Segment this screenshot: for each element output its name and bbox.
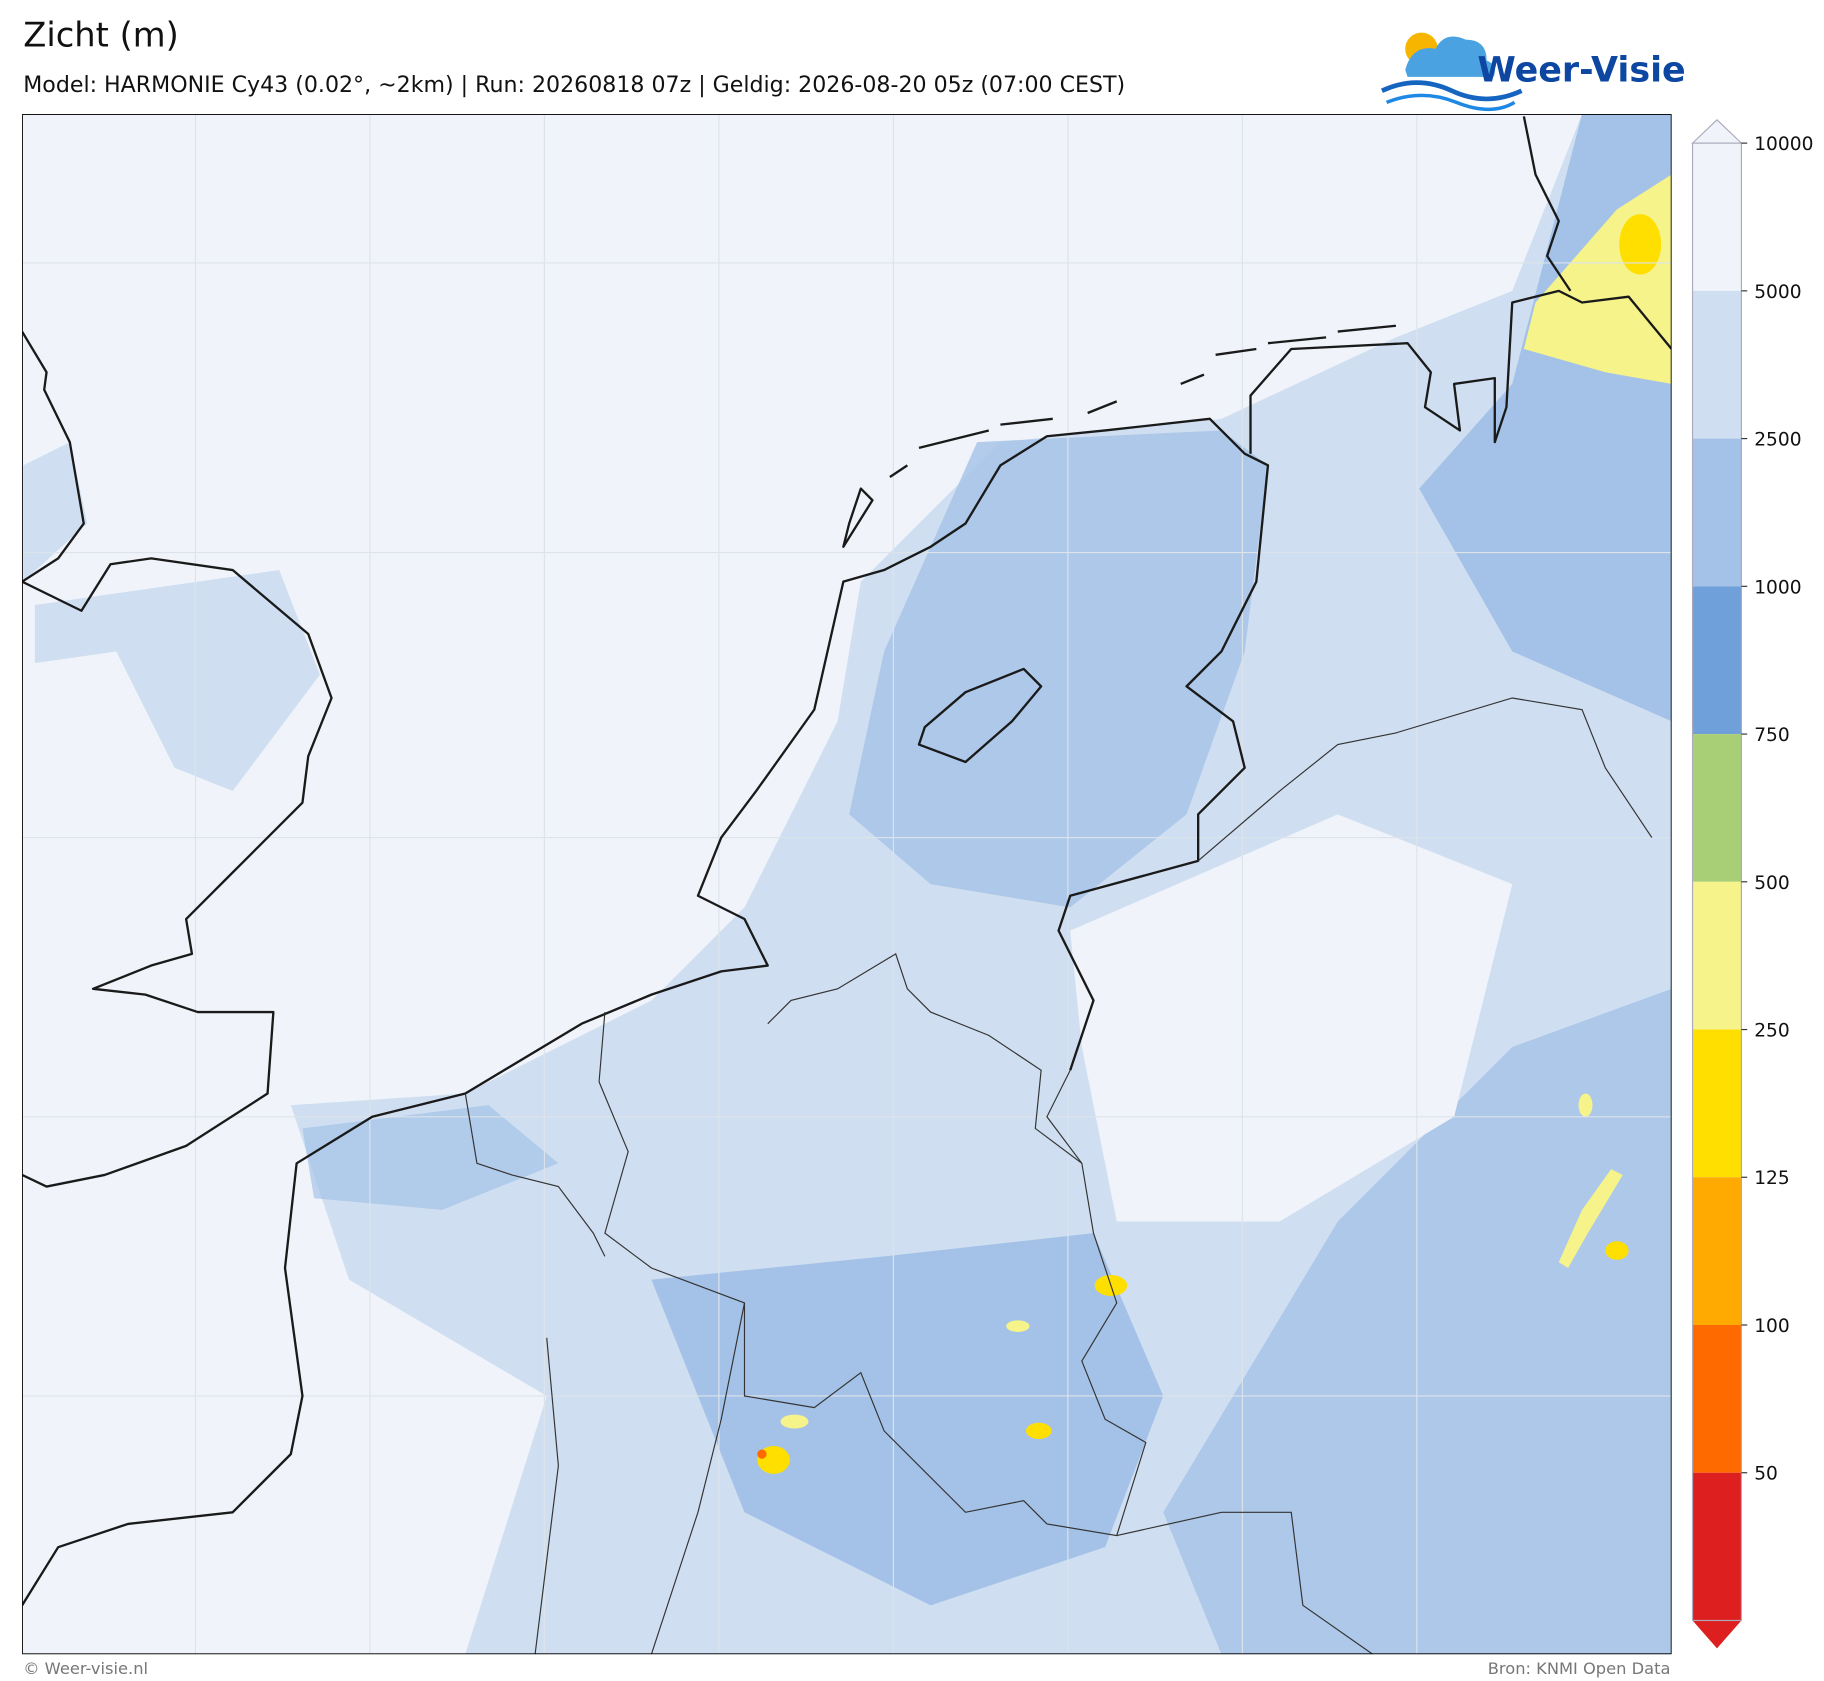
logo: Weer-Visie <box>1380 32 1686 112</box>
subtitle: Model: HARMONIE Cy43 (0.02°, ~2km) | Run… <box>23 72 1125 98</box>
colorbar-band <box>1692 586 1742 735</box>
colorbar-band <box>1692 438 1742 587</box>
colorbar-band <box>1692 1325 1742 1473</box>
colorbar-band <box>1692 1177 1742 1325</box>
colorbar-band <box>1692 290 1742 439</box>
colorbar-label: 100 <box>1754 1316 1790 1337</box>
title: Zicht (m) <box>23 16 178 55</box>
colorbar-band <box>1692 1472 1742 1621</box>
colorbar-band <box>1692 881 1742 1030</box>
colorbar-band <box>1692 1029 1742 1178</box>
colorbar-band <box>1692 143 1742 291</box>
colorbar-label: 750 <box>1754 725 1790 746</box>
colorbar-label: 10000 <box>1754 134 1813 155</box>
colorbar-label: 500 <box>1754 873 1790 894</box>
colorbar-over <box>1691 119 1743 144</box>
coastlines <box>22 116 1672 1606</box>
visibility-field <box>23 114 1672 1655</box>
colorbar-label: 2500 <box>1754 430 1801 451</box>
colorbar-under <box>1692 1620 1742 1649</box>
colorbar: 10000 5000 2500 1000 750 500 250 125 100 50 <box>1691 119 1813 1649</box>
map <box>22 114 1672 1655</box>
colorbar-label: 250 <box>1754 1021 1790 1042</box>
footer-source: Bron: KNMI Open Data <box>1488 1659 1671 1678</box>
colorbar-label: 5000 <box>1754 282 1801 303</box>
grid <box>22 114 1672 1655</box>
borders <box>464 697 1653 1655</box>
colorbar-band <box>1692 734 1742 882</box>
colorbar-label: 125 <box>1754 1168 1790 1189</box>
footer-credit: © Weer-visie.nl <box>23 1659 148 1678</box>
colorbar-label: 50 <box>1754 1464 1778 1485</box>
logo-text: Weer-Visie <box>1477 50 1685 90</box>
colorbar-label: 1000 <box>1754 577 1801 598</box>
